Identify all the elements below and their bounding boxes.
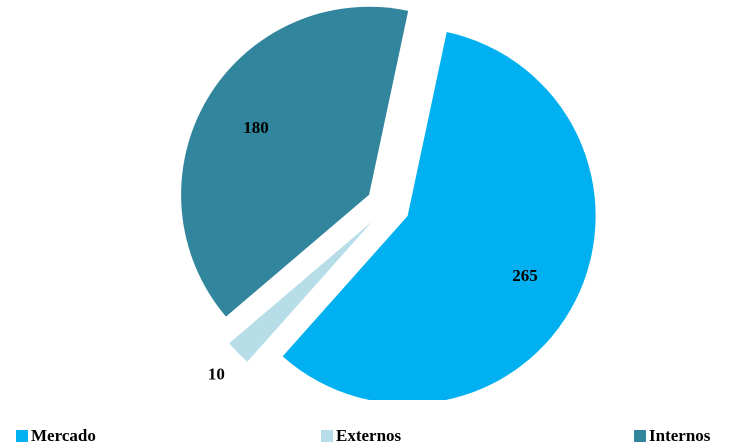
legend-item-internos: Internos xyxy=(634,426,710,445)
legend-label-internos: Internos xyxy=(649,426,711,445)
pie-chart: 265 10 180 xyxy=(181,6,596,400)
legend-swatch-externos xyxy=(321,429,333,442)
data-label-internos: 180 xyxy=(243,118,269,137)
pie-slice-mercado xyxy=(282,32,596,400)
legend-item-mercado: Mercado xyxy=(16,426,96,445)
pie-slice-externos xyxy=(229,221,373,362)
legend-swatch-internos xyxy=(634,429,646,442)
data-label-externos: 10 xyxy=(208,364,225,383)
legend-swatch-mercado xyxy=(16,429,28,442)
legend-label-mercado: Mercado xyxy=(31,426,96,445)
data-label-mercado: 265 xyxy=(512,266,538,285)
pie-slice-internos xyxy=(181,6,409,317)
legend-label-externos: Externos xyxy=(336,426,402,445)
legend: Mercado Externos Internos xyxy=(0,426,736,445)
legend-item-externos: Externos xyxy=(321,426,401,445)
